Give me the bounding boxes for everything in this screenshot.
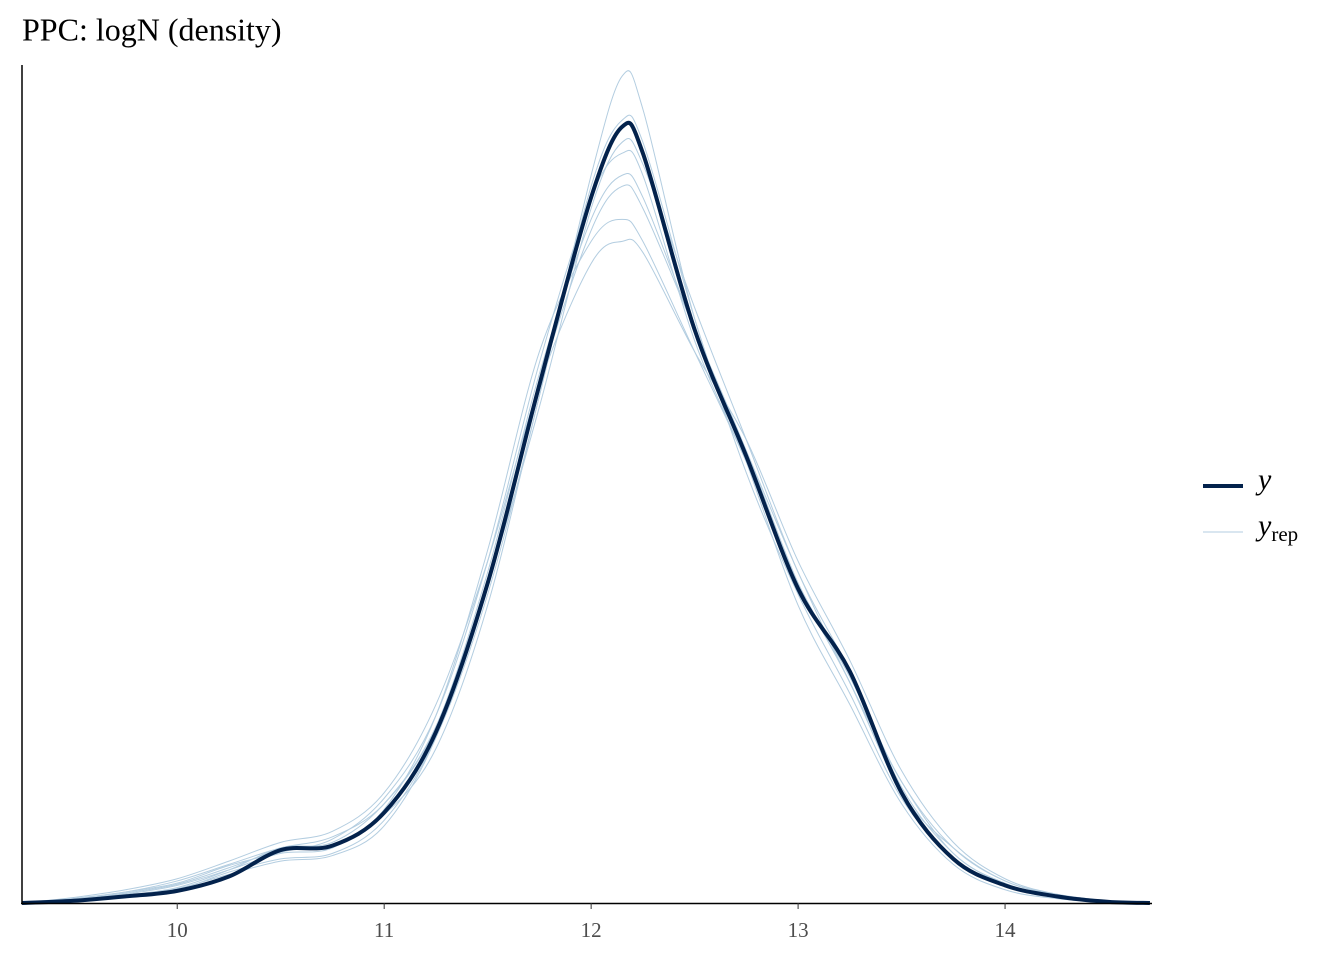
replicate-line xyxy=(21,138,1150,904)
x-ticks: 10 11 12 13 14 xyxy=(167,903,1016,942)
legend-label-subscript: rep xyxy=(1271,522,1298,546)
replicate-line xyxy=(21,238,1150,904)
legend: y yrep xyxy=(1203,463,1298,546)
replicate-line xyxy=(21,218,1150,904)
legend-label-base: y xyxy=(1255,509,1272,542)
x-tick-label: 11 xyxy=(374,918,394,942)
replicate-line xyxy=(21,70,1150,904)
chart-title: PPC: logN (density) xyxy=(22,11,282,47)
legend-label: yrep xyxy=(1255,509,1298,546)
density-line xyxy=(21,120,1150,905)
x-tick-label: 12 xyxy=(581,918,602,942)
x-tick-label: 14 xyxy=(995,918,1017,942)
x-tick-label: 10 xyxy=(167,918,188,942)
observed-lines xyxy=(21,120,1150,905)
replicate-line xyxy=(21,184,1150,904)
replicate-lines xyxy=(21,70,1150,904)
legend-label: y xyxy=(1255,463,1272,496)
replicate-line xyxy=(21,149,1150,904)
x-tick-label: 13 xyxy=(788,918,809,942)
replicate-line xyxy=(21,173,1150,904)
